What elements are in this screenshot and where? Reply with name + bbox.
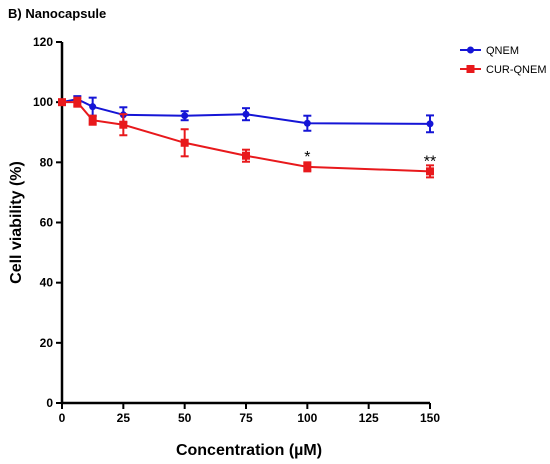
y-tick-label: 120 bbox=[33, 35, 53, 49]
data-point bbox=[426, 167, 434, 176]
data-point bbox=[242, 151, 250, 160]
y-tick-label: 20 bbox=[40, 336, 54, 350]
x-tick-label: 100 bbox=[297, 411, 317, 425]
data-point bbox=[73, 98, 82, 107]
x-tick-label: 150 bbox=[420, 411, 440, 425]
series-2 bbox=[58, 96, 434, 179]
y-tick-label: 40 bbox=[40, 276, 54, 290]
series-1 bbox=[58, 95, 434, 134]
legend-label: QNEM bbox=[486, 45, 519, 57]
data-point bbox=[242, 110, 250, 118]
x-tick-label: 0 bbox=[59, 411, 66, 425]
x-tick-label: 50 bbox=[178, 411, 192, 425]
x-axis-title: Concentration (µM) bbox=[176, 442, 322, 459]
legend-item: QNEM bbox=[460, 45, 519, 57]
data-point bbox=[303, 119, 311, 127]
axes: 0 20 40 60 80 100 120 0 25 50 75 100 125 150 Concentra… bbox=[8, 35, 440, 459]
panel-title: B) Nanocapsule bbox=[8, 6, 107, 21]
y-tick-label: 60 bbox=[40, 216, 54, 230]
x-tick-label: 75 bbox=[239, 411, 253, 425]
data-point bbox=[119, 120, 128, 129]
data-point bbox=[88, 116, 97, 125]
data-point bbox=[58, 98, 66, 107]
legend-marker bbox=[467, 46, 474, 54]
data-point bbox=[180, 138, 189, 147]
legend-label: CUR-QNEM bbox=[486, 64, 547, 76]
series-layer bbox=[58, 95, 434, 179]
legend-item: CUR-QNEM bbox=[460, 64, 547, 76]
y-tick-label: 100 bbox=[33, 95, 53, 109]
annotations: * ** bbox=[304, 149, 436, 171]
legend: QNEM CUR-QNEM bbox=[460, 45, 547, 76]
y-axis-title: Cell viability (%) bbox=[8, 161, 25, 284]
data-point bbox=[181, 112, 189, 120]
significance-marker: * bbox=[304, 149, 310, 166]
data-point bbox=[426, 120, 434, 128]
y-tick-label: 80 bbox=[40, 155, 54, 169]
data-point bbox=[89, 103, 97, 111]
x-tick-label: 125 bbox=[359, 411, 379, 425]
x-tick-label: 25 bbox=[117, 411, 131, 425]
y-tick-label: 0 bbox=[46, 396, 53, 410]
legend-marker bbox=[466, 65, 475, 73]
data-point bbox=[303, 162, 312, 171]
significance-marker: ** bbox=[424, 153, 436, 170]
